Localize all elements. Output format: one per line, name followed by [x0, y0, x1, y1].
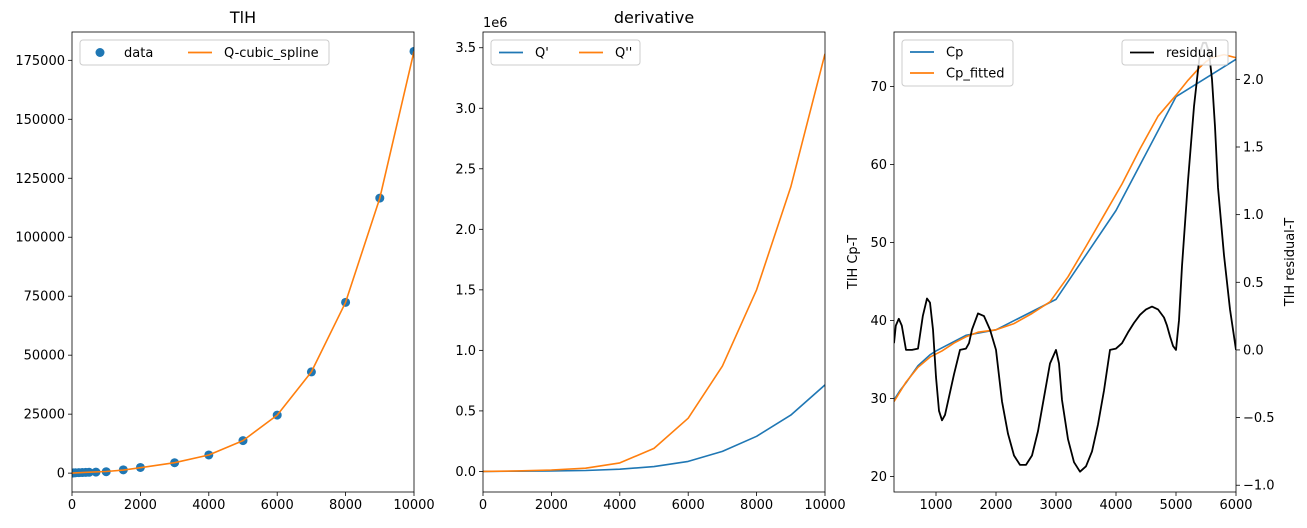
y2-axis-label: TlH residual-T — [1283, 218, 1298, 307]
y-tick-label: 70 — [870, 80, 887, 95]
y2-tick-label: −1.0 — [1243, 479, 1275, 494]
y-tick-label: 3.0 — [455, 102, 476, 117]
legend-label: data — [124, 46, 153, 61]
x-tick-label: 3000 — [1039, 498, 1072, 513]
y-axis-label: TlH Cp-T — [846, 235, 861, 290]
y-tick-label: 50000 — [24, 349, 65, 364]
y-tick-label: 25000 — [24, 408, 65, 423]
legend-secondary: residual — [1121, 39, 1229, 66]
y-tick-label: 1.0 — [455, 344, 476, 359]
x-tick-label: 6000 — [261, 498, 294, 513]
series-line-q-cubic-spline — [72, 51, 414, 474]
x-tick-label: 0 — [68, 498, 76, 513]
legend-label: Cp_fitted — [946, 67, 1004, 82]
series-line-residual — [894, 41, 1236, 473]
legend: Q' Q'' — [490, 39, 641, 66]
legend-label: Q'' — [615, 46, 632, 61]
legend-frame — [1121, 39, 1229, 66]
y-tick-label: 0.0 — [455, 465, 476, 480]
y-tick-label: 2.5 — [455, 162, 476, 177]
y-tick-label: 0 — [57, 467, 65, 482]
legend-label: Cp — [946, 46, 963, 61]
y-tick-label: 150000 — [15, 113, 65, 128]
legend-label: Q-cubic_spline — [224, 46, 319, 61]
y2-tick-label: 1.5 — [1243, 141, 1264, 156]
y-tick-label: 175000 — [15, 54, 65, 69]
y-tick-label: 50 — [870, 236, 887, 251]
x-tick-label: 4000 — [192, 498, 225, 513]
series-line-q-double-prime — [483, 53, 825, 473]
x-tick-label: 8000 — [740, 498, 773, 513]
legend-label: residual — [1166, 46, 1218, 61]
y-tick-label: 2.0 — [455, 223, 476, 238]
legend-marker — [95, 48, 105, 57]
y-tick-label: 60 — [870, 158, 887, 173]
series-line-q-prime — [483, 384, 825, 473]
y2-tick-label: −0.5 — [1243, 411, 1275, 426]
y2-tick-label: 0.5 — [1243, 276, 1264, 291]
offset-text: 1e6 — [483, 16, 508, 31]
x-tick-label: 2000 — [979, 498, 1012, 513]
x-tick-label: 10000 — [804, 498, 845, 513]
legend-label: Q' — [535, 46, 549, 61]
x-tick-label: 10000 — [393, 498, 434, 513]
y2-tick-label: 0.0 — [1243, 343, 1264, 358]
y-tick-label: 75000 — [24, 290, 65, 305]
x-tick-label: 2000 — [535, 498, 568, 513]
x-tick-label: 0 — [479, 498, 487, 513]
x-tick-label: 4000 — [1099, 498, 1132, 513]
y2-tick-label: 1.0 — [1243, 208, 1264, 223]
derivative-panel: derivative 1e6 0 2000 4000 6000 8000 10000 0.0 0.… — [455, 8, 845, 513]
axes-frame — [71, 31, 415, 493]
plot-area — [72, 46, 414, 478]
plot-area — [483, 53, 825, 473]
x-tick-label: 6000 — [672, 498, 705, 513]
y-tick-label: 20 — [870, 470, 887, 485]
legend: Cp Cp_fitted — [901, 39, 1014, 87]
y2-tick-label: 2.0 — [1243, 73, 1264, 88]
x-tick-label: 4000 — [603, 498, 636, 513]
x-tick-label: 8000 — [329, 498, 362, 513]
y-tick-label: 30 — [870, 392, 887, 407]
y-tick-label: 125000 — [15, 172, 65, 187]
x-tick-label: 6000 — [1219, 498, 1252, 513]
x-tick-label: 5000 — [1159, 498, 1192, 513]
y-tick-label: 3.5 — [455, 41, 476, 56]
y-tick-label: 40 — [870, 314, 887, 329]
axes-frame — [893, 31, 1237, 493]
plot-area — [894, 41, 1236, 473]
y-tick-label: 0.5 — [455, 404, 476, 419]
legend: data Q-cubic_spline — [79, 39, 330, 66]
axes-frame — [482, 31, 826, 493]
chart-title: TlH — [229, 8, 256, 27]
y-tick-label: 1.5 — [455, 283, 476, 298]
y-tick-label: 100000 — [15, 231, 65, 246]
cp-residual-panel: 1000 2000 3000 4000 5000 6000 20 30 40 50 60 70 TlH … — [846, 31, 1298, 513]
legend-frame — [490, 39, 641, 66]
chart-title: derivative — [614, 8, 694, 27]
x-tick-label: 1000 — [919, 498, 952, 513]
x-tick-label: 2000 — [124, 498, 157, 513]
series-line-cp-fitted — [894, 53, 1236, 403]
